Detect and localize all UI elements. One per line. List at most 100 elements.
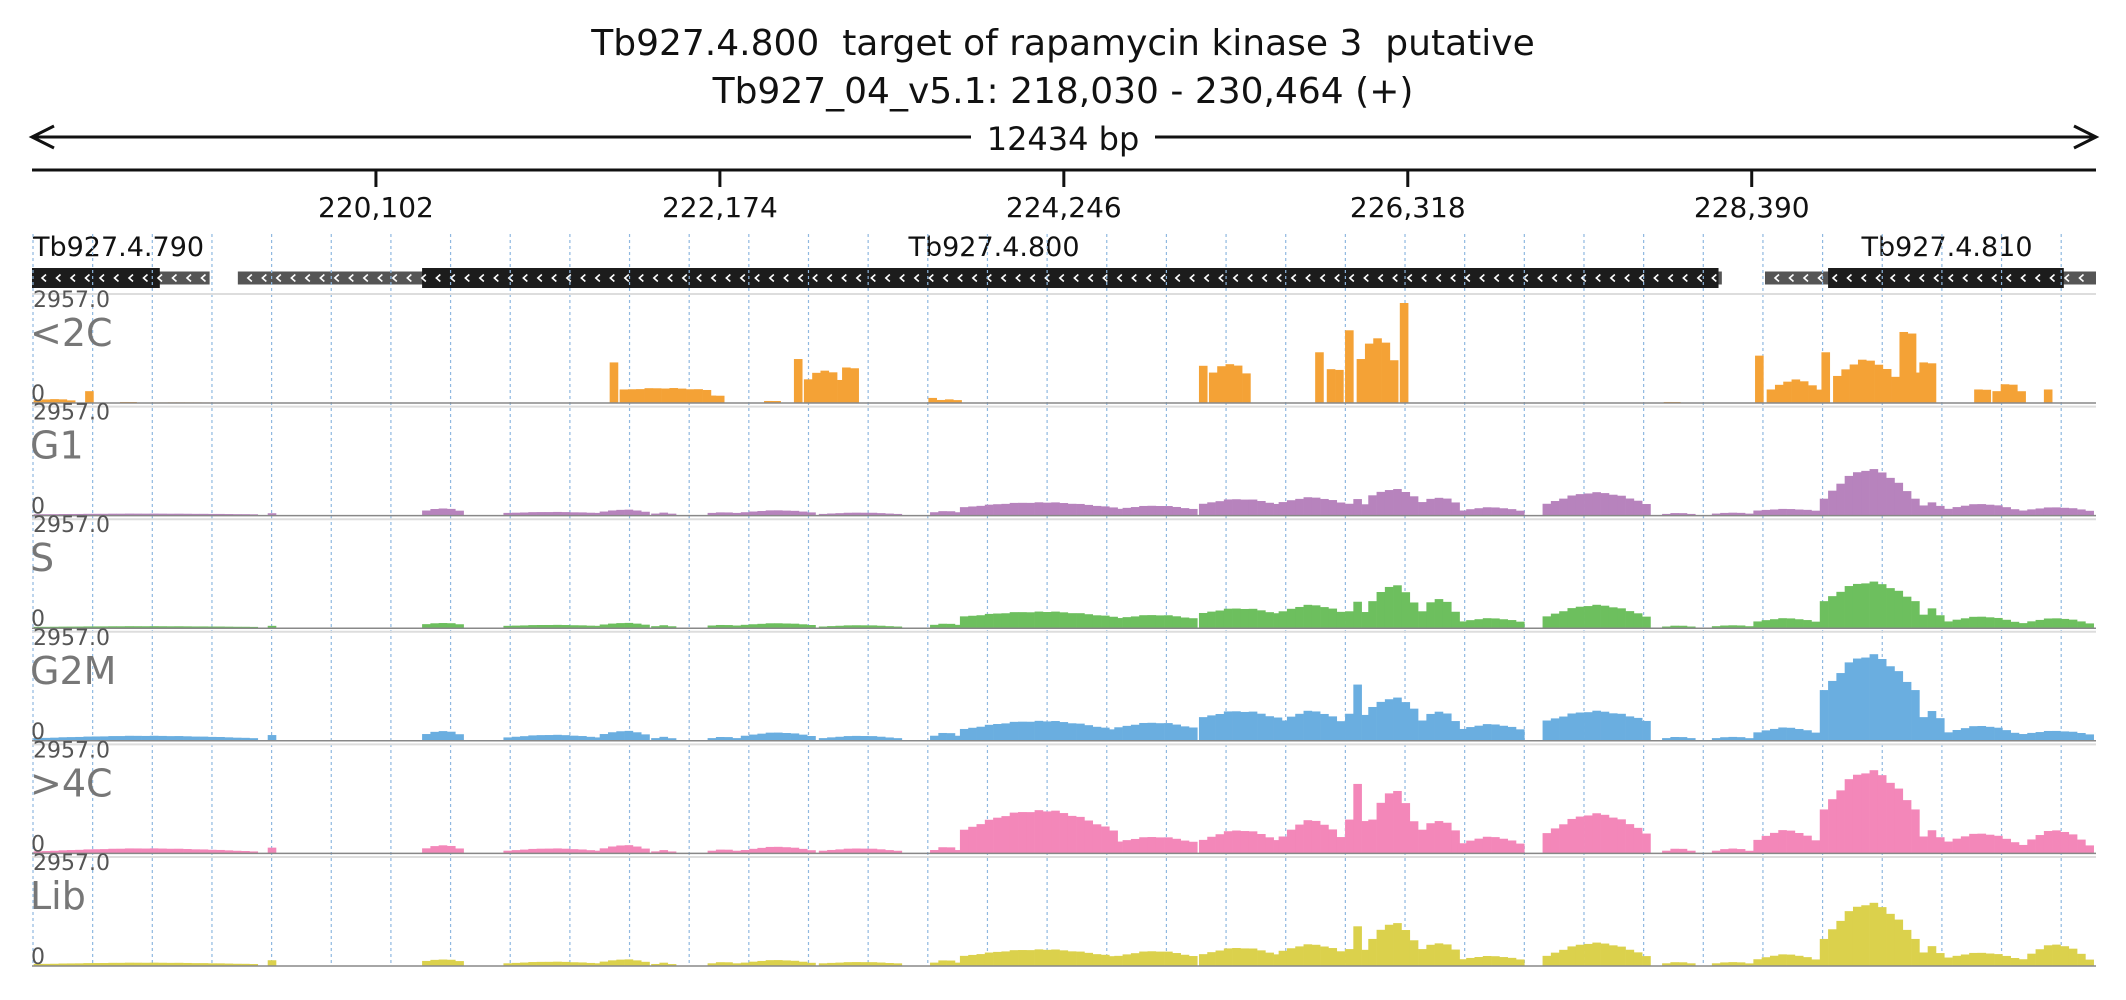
coverage-bar <box>75 513 84 516</box>
coverage-bar <box>641 624 650 629</box>
coverage-bar <box>1051 502 1060 516</box>
coverage-bar <box>1026 502 1035 516</box>
coverage-bar <box>503 850 513 854</box>
coverage-bar <box>930 850 939 854</box>
strand-arrow <box>1203 273 1210 283</box>
coverage-bar <box>1345 949 1354 966</box>
coverage-bar <box>740 624 750 629</box>
coverage-bar <box>1852 906 1862 966</box>
coverage-bar <box>818 850 828 854</box>
coverage-bar <box>1401 930 1411 966</box>
coverage-bar <box>2043 507 2053 516</box>
coverage-bar <box>1686 513 1696 516</box>
coverage-bar <box>2027 621 2036 629</box>
coverage-bar <box>651 626 660 629</box>
coverage-bar <box>1442 601 1452 629</box>
coverage-bar <box>930 512 939 516</box>
coverage-bar <box>503 512 513 516</box>
coverage-bar <box>1122 954 1132 966</box>
coverage-bar <box>1426 498 1435 516</box>
coverage-bar <box>724 625 733 629</box>
coverage-bar <box>2043 618 2053 629</box>
coverage-bar <box>1969 726 1978 741</box>
coverage-bar <box>1208 372 1218 403</box>
coverage-bar <box>1944 508 1953 516</box>
coverage-bar <box>843 625 853 629</box>
coverage-bar <box>191 626 200 629</box>
coverage-bar <box>1215 610 1225 629</box>
coverage-bar <box>455 848 464 854</box>
coverage-bar <box>133 513 142 516</box>
coverage-bar <box>1109 507 1118 516</box>
strand-arrow <box>1319 273 1326 283</box>
coverage-bar <box>1026 812 1035 854</box>
gene-label: Tb927.4.810 <box>1860 232 2032 263</box>
coverage-bar <box>438 508 448 516</box>
coverage-bar <box>669 388 679 403</box>
coverage-bar <box>199 963 209 966</box>
coverage-bar <box>959 507 969 516</box>
coverage-bar <box>1894 788 1904 854</box>
coverage-bar <box>608 846 617 854</box>
coverage-bar <box>1894 590 1904 629</box>
coverage-bar <box>1927 830 1937 854</box>
coverage-bar <box>1198 954 1208 966</box>
strand-arrow <box>464 273 470 283</box>
coverage-bar <box>1761 509 1771 516</box>
coverage-bar <box>116 513 126 516</box>
y-max-label: 2957.0 <box>33 738 110 763</box>
track-1 <box>32 405 2096 517</box>
coverage-bar <box>1686 850 1696 854</box>
coverage-bar <box>1364 343 1374 403</box>
coverage-bar <box>1393 923 1402 966</box>
coverage-bar <box>2060 831 2070 854</box>
coverage-bar <box>2043 730 2053 741</box>
coverage-bar <box>1042 811 1052 854</box>
coverage-bar <box>609 362 619 403</box>
coverage-bar <box>1026 612 1035 629</box>
coverage-bar <box>2077 733 2086 741</box>
coverage-bar <box>1736 512 1746 516</box>
coverage-bar <box>1188 618 1198 629</box>
coverage-bar <box>1457 959 1467 966</box>
coverage-bar <box>2085 959 2094 966</box>
coverage-bar <box>174 513 184 516</box>
coverage-bar <box>1320 607 1329 629</box>
coverage-bar <box>1869 902 1879 966</box>
coverage-bar <box>1001 816 1011 854</box>
coverage-bar <box>1828 929 1837 966</box>
coverage-bar <box>850 368 859 403</box>
coverage-bar <box>100 513 109 516</box>
coverage-bar <box>561 735 571 741</box>
coverage-bar <box>446 508 456 516</box>
strand-arrow <box>1058 273 1065 283</box>
coverage-bar <box>1584 815 1593 854</box>
coverage-bar <box>455 961 464 966</box>
coverage-bar <box>1434 711 1444 741</box>
coverage-bar <box>191 963 200 966</box>
coverage-bar <box>569 625 579 629</box>
coverage-bar <box>2077 621 2086 629</box>
coverage-bar <box>1466 957 1475 966</box>
coverage-bar <box>885 737 894 741</box>
coverage-bar <box>2085 845 2094 854</box>
coverage-bar <box>1353 926 1362 966</box>
coverage-bar <box>1952 955 1962 966</box>
coverage-bar <box>1207 836 1216 854</box>
coverage-bar <box>33 963 43 966</box>
coverage-bar <box>83 963 93 966</box>
strand-arrow <box>696 273 702 283</box>
coverage-bar <box>885 513 894 516</box>
coverage-bar <box>1877 659 1887 741</box>
coverage-bar <box>1686 963 1696 966</box>
coverage-bar <box>75 849 84 854</box>
coverage-bar <box>782 847 791 854</box>
coverage-bar <box>1778 508 1787 516</box>
coverage-bar <box>553 848 562 854</box>
coverage-bar <box>616 623 625 629</box>
strand-arrow <box>1116 273 1123 283</box>
coverage-bar <box>1147 615 1157 629</box>
coverage-bar <box>1009 721 1019 741</box>
coverage-bar <box>641 734 650 741</box>
track-label: Lib <box>30 874 86 918</box>
